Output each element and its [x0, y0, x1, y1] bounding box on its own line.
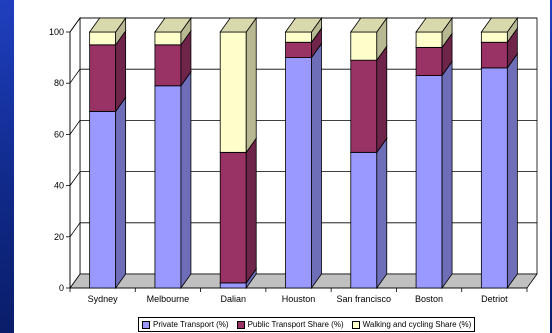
bar-top-houston-walking-and-cycling-share: [284, 17, 323, 33]
bar-houston-public-transport-share: [285, 41, 312, 59]
x-tick-label-boston: Boston: [415, 294, 443, 304]
legend-swatch: [142, 320, 150, 329]
x-tick-label-dalian: Dalian: [220, 294, 246, 304]
legend-label: Public Transport Share (%): [247, 320, 344, 329]
x-tick-label-melbourne: Melbourne: [147, 294, 190, 304]
bar-sydney-public-transport-share: [89, 44, 117, 112]
bar-boston-private-transport: [415, 75, 443, 289]
bar-dalian-private-transport: [219, 282, 247, 289]
legend-item-walking-and-cycling-share: Walking and cycling Share (%): [351, 320, 472, 329]
y-tick-label-0: 0: [59, 283, 64, 293]
legend-swatch: [351, 320, 360, 329]
legend-item-public-transport-share: Public Transport Share (%): [236, 320, 344, 329]
x-tick-label-sydney: Sydney: [88, 294, 119, 304]
bar-side-san-francisco-private-transport: [376, 137, 388, 290]
bar-top-boston-walking-and-cycling-share: [415, 17, 453, 33]
bar-san-francisco-private-transport: [350, 151, 378, 289]
bar-san-francisco-public-transport-share: [350, 59, 378, 153]
y-tick-label-100: 100: [49, 27, 64, 37]
bar-top-san-francisco-walking-and-cycling-share: [350, 17, 388, 33]
bar-houston-walking-and-cycling-share: [285, 31, 312, 43]
bar-boston-walking-and-cycling-share: [415, 31, 443, 48]
bar-detriot-private-transport: [480, 67, 508, 289]
bar-houston-private-transport: [285, 57, 312, 289]
bar-side-dalian-public-transport-share: [245, 137, 257, 285]
bar-dalian-walking-and-cycling-share: [219, 31, 247, 153]
y-tick-label-20: 20: [54, 232, 64, 242]
bar-side-melbourne-private-transport: [180, 70, 192, 290]
bar-top-melbourne-walking-and-cycling-share: [154, 17, 192, 33]
x-tick-label-houston: Houston: [282, 294, 316, 304]
bar-sydney-walking-and-cycling-share: [89, 31, 117, 46]
bar-top-sydney-walking-and-cycling-share: [88, 17, 127, 33]
bar-detriot-public-transport-share: [480, 41, 508, 69]
y-tick-label-60: 60: [54, 129, 64, 139]
bar-sydney-private-transport: [89, 110, 117, 289]
chart-area: 0 20 40 60 80 100 Sydney Melbourne Dalian Houston…: [14, 0, 550, 333]
bar-san-francisco-walking-and-cycling-share: [350, 31, 378, 61]
bar-melbourne-public-transport-share: [154, 44, 182, 87]
legend-label: Walking and cycling Share (%): [362, 320, 472, 329]
bar-boston-public-transport-share: [415, 46, 443, 76]
bar-side-san-francisco-public-transport-share: [376, 44, 388, 154]
bar-side-houston-private-transport: [311, 42, 322, 290]
bar-top-dalian-walking-and-cycling-share: [219, 17, 257, 33]
bar-side-detriot-private-transport: [506, 52, 518, 290]
bar-dalian-public-transport-share: [219, 151, 247, 284]
bar-melbourne-walking-and-cycling-share: [154, 31, 182, 46]
x-tick-label-detriot: Detriot: [481, 294, 508, 304]
side-wall: [69, 16, 81, 290]
legend-label: Private Transport (%): [153, 320, 229, 329]
bar-detriot-walking-and-cycling-share: [480, 31, 508, 43]
bar-side-sydney-private-transport: [115, 96, 127, 290]
bar-side-boston-private-transport: [441, 60, 453, 290]
bar-top-detriot-walking-and-cycling-share: [480, 17, 519, 33]
chart-legend: Private Transport (%) Public Transport Sh…: [138, 317, 476, 332]
x-tick-label-san-francisco: San francisco: [337, 294, 392, 304]
y-tick-label-80: 80: [54, 78, 64, 88]
bar-melbourne-private-transport: [154, 85, 182, 289]
stacked-bar-chart: 0 20 40 60 80 100 Sydney Melbourne Dalian Houston…: [49, 16, 538, 304]
legend-swatch: [236, 320, 245, 329]
legend-item-private-transport: Private Transport (%): [142, 320, 229, 329]
y-tick-label-40: 40: [54, 181, 64, 191]
bar-side-dalian-walking-and-cycling-share: [245, 16, 257, 154]
